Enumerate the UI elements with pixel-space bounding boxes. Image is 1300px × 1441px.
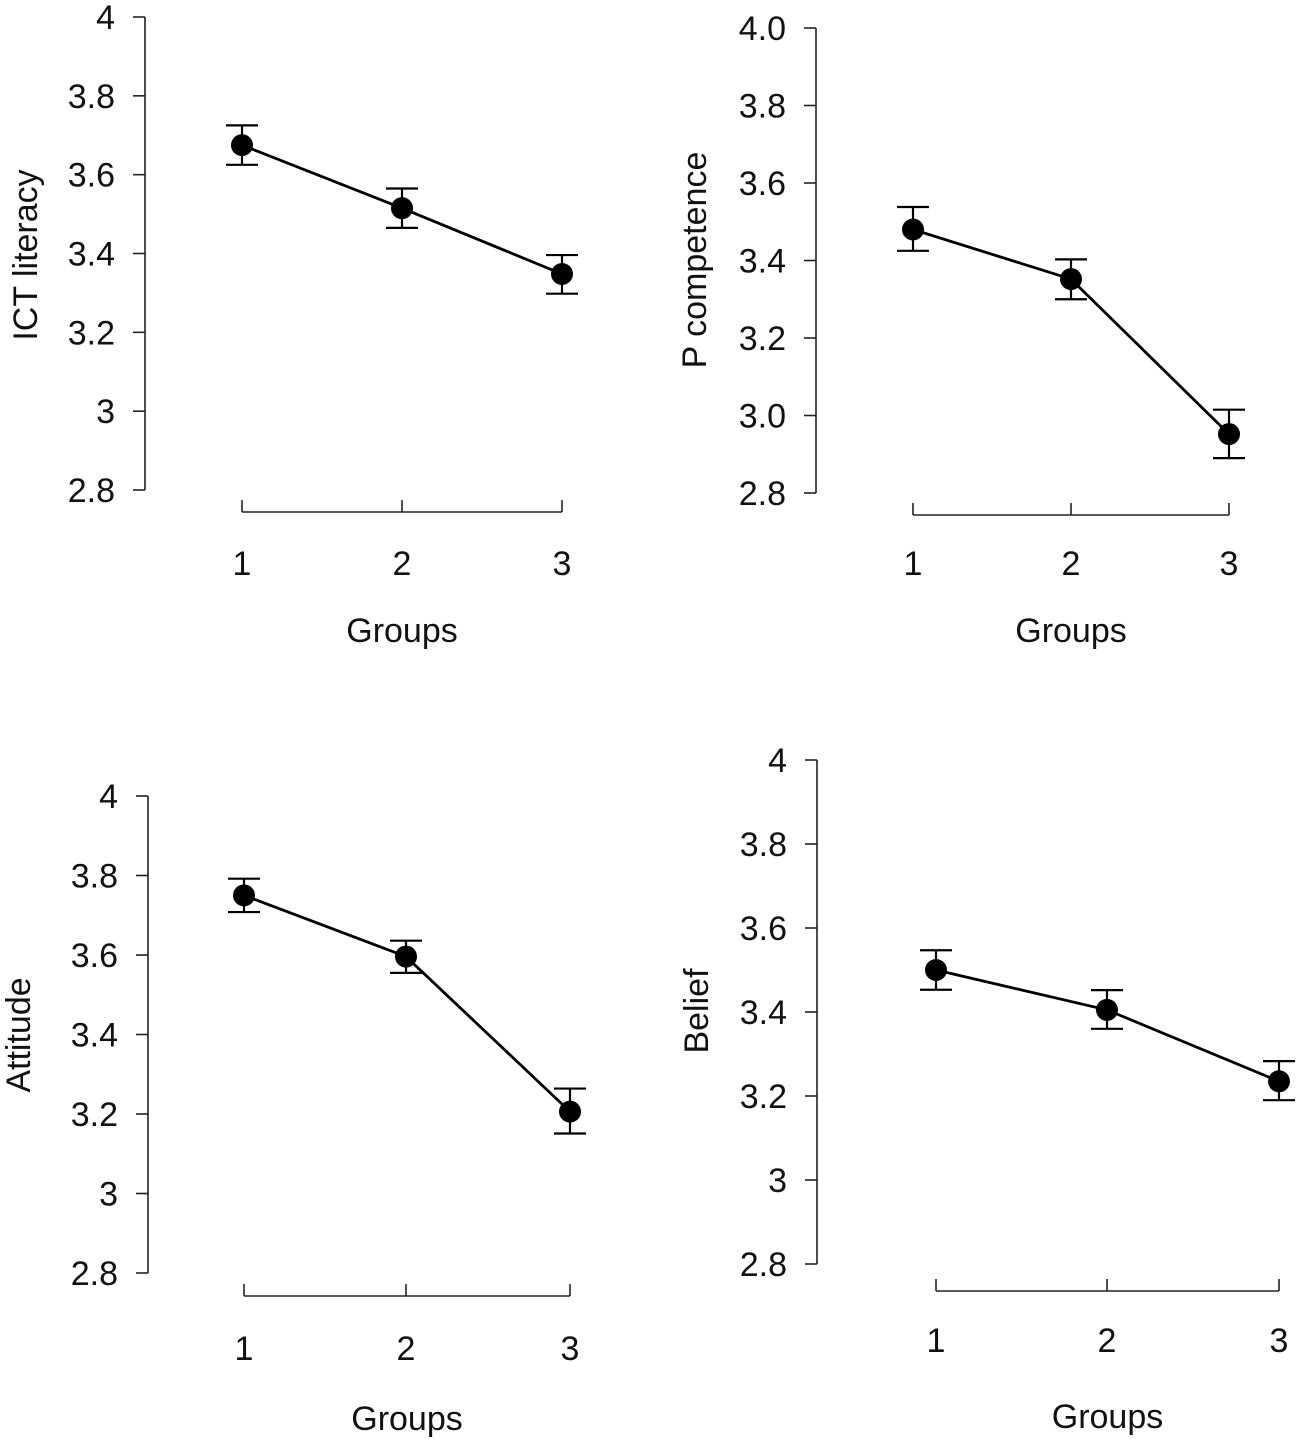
data-point bbox=[233, 884, 255, 907]
x-axis-label: Groups bbox=[1015, 612, 1127, 650]
y-tick-label: 3.8 bbox=[739, 88, 786, 126]
y-tick-label: 3.8 bbox=[68, 78, 115, 116]
y-axis-label: ICT literacy bbox=[7, 169, 45, 340]
y-tick-label: 3.8 bbox=[71, 858, 118, 896]
y-tick-label: 3.2 bbox=[68, 314, 115, 352]
panel-p-competence: 2.8 3.0 3.2 3.4 3.6 3.8 4.0 1 2 3 Groups P competen… bbox=[676, 10, 1245, 650]
panel-attitude: 2.8 3 3.2 3.4 3.6 3.8 4 1 2 3 Groups Attitude bbox=[0, 778, 586, 1438]
y-tick-label: 3.6 bbox=[740, 910, 787, 948]
x-tick-label: 2 bbox=[1098, 1322, 1117, 1360]
data-point bbox=[1268, 1070, 1290, 1093]
y-tick-label: 2.8 bbox=[71, 1255, 118, 1293]
x-tick-label: 2 bbox=[397, 1330, 416, 1368]
y-tick-label: 4.0 bbox=[739, 10, 786, 48]
y-tick-label: 3 bbox=[96, 393, 115, 431]
x-axis-label: Groups bbox=[351, 1400, 463, 1438]
data-point bbox=[559, 1100, 581, 1123]
panel-belief: 2.8 3 3.2 3.4 3.6 3.8 4 1 2 3 Groups Belief bbox=[678, 742, 1295, 1436]
y-axis-label: P competence bbox=[676, 152, 714, 369]
y-tick-label: 3.2 bbox=[740, 1078, 787, 1116]
y-tick-label: 3.4 bbox=[71, 1017, 118, 1055]
x-tick-label: 1 bbox=[904, 545, 923, 583]
y-tick-label: 3.2 bbox=[739, 320, 786, 358]
data-point bbox=[1096, 998, 1118, 1021]
data-point bbox=[231, 134, 253, 157]
y-tick-label: 3.6 bbox=[71, 937, 118, 975]
y-tick-label: 3.4 bbox=[68, 236, 115, 274]
x-tick-label: 2 bbox=[1062, 545, 1081, 583]
y-tick-label: 4 bbox=[768, 742, 787, 780]
data-point bbox=[395, 945, 417, 968]
y-tick-label: 3.8 bbox=[740, 826, 787, 864]
x-tick-label: 3 bbox=[1220, 545, 1239, 583]
y-tick-label: 3.4 bbox=[740, 994, 787, 1032]
y-tick-label: 3.6 bbox=[68, 157, 115, 195]
x-tick-label: 3 bbox=[561, 1330, 580, 1368]
data-point bbox=[902, 218, 924, 241]
y-tick-label: 2.8 bbox=[740, 1246, 787, 1284]
x-tick-label: 1 bbox=[235, 1330, 254, 1368]
y-tick-label: 3 bbox=[99, 1176, 118, 1214]
x-tick-label: 2 bbox=[393, 545, 412, 583]
y-tick-label: 2.8 bbox=[739, 475, 786, 513]
y-tick-label: 4 bbox=[96, 0, 115, 37]
data-point bbox=[391, 197, 413, 220]
y-tick-label: 3.2 bbox=[71, 1096, 118, 1134]
y-axis-label: Belief bbox=[678, 968, 716, 1054]
x-axis-label: Groups bbox=[1052, 1398, 1164, 1436]
series-line bbox=[243, 894, 571, 1113]
data-point bbox=[1060, 268, 1082, 291]
x-tick-label: 3 bbox=[553, 545, 572, 583]
x-tick-label: 1 bbox=[927, 1322, 946, 1360]
x-tick-label: 1 bbox=[233, 545, 252, 583]
x-tick-label: 3 bbox=[1270, 1322, 1289, 1360]
y-tick-label: 2.8 bbox=[68, 472, 115, 510]
y-axis-label: Attitude bbox=[0, 977, 38, 1092]
y-tick-label: 3.6 bbox=[739, 165, 786, 203]
panel-ict-literacy: 2.8 3 3.2 3.4 3.6 3.8 4 1 2 3 Groups ICT literacy bbox=[7, 0, 578, 650]
x-axis-label: Groups bbox=[346, 612, 458, 650]
data-point bbox=[551, 262, 573, 285]
data-point bbox=[925, 959, 947, 981]
y-tick-label: 3.0 bbox=[739, 398, 786, 436]
data-point bbox=[1218, 423, 1240, 446]
y-tick-label: 3 bbox=[768, 1162, 787, 1200]
y-tick-label: 4 bbox=[99, 778, 118, 816]
y-tick-label: 3.4 bbox=[739, 243, 786, 281]
